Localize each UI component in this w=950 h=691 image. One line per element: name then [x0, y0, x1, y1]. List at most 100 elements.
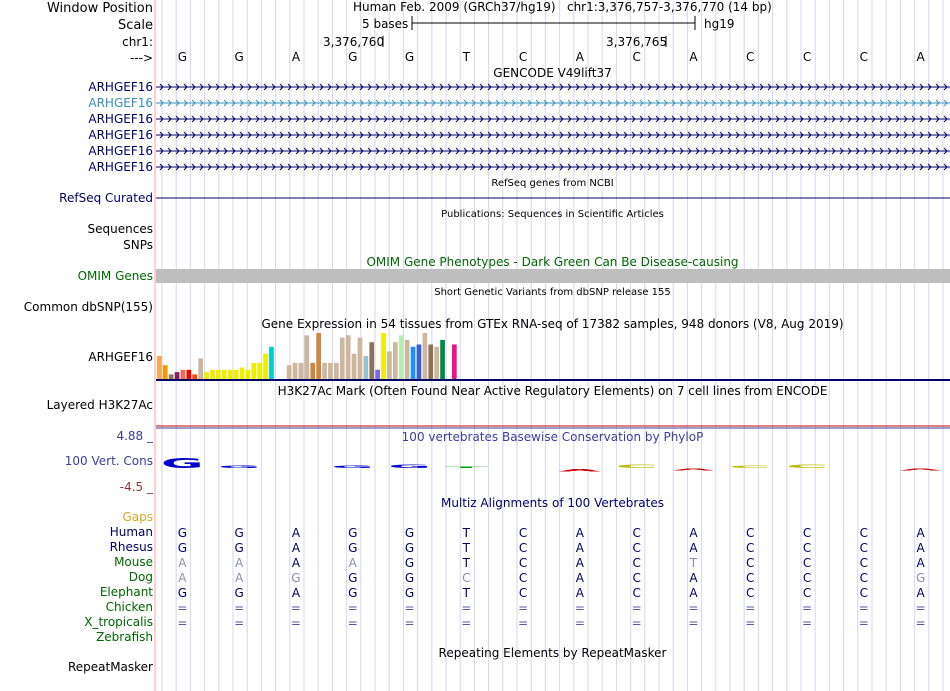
- alignment-base: A: [689, 571, 698, 585]
- gencode-transcript-label[interactable]: ARHGEF16: [88, 80, 153, 94]
- gencode-transcripts[interactable]: [156, 83, 950, 171]
- gtex-bar-chart[interactable]: [157, 333, 457, 379]
- gtex-tissue-bar[interactable]: [269, 346, 274, 379]
- gtex-tissue-bar[interactable]: [322, 362, 327, 379]
- gtex-tissue-bar[interactable]: [328, 362, 333, 379]
- gtex-tissue-bar[interactable]: [393, 342, 398, 379]
- gtex-tissue-bar[interactable]: [162, 365, 168, 379]
- species-label[interactable]: Elephant: [99, 585, 153, 599]
- gtex-tissue-bar[interactable]: [316, 333, 321, 379]
- gtex-tissue-bar[interactable]: [227, 369, 233, 379]
- gtex-label[interactable]: ARHGEF16: [88, 350, 153, 364]
- gencode-transcript[interactable]: [156, 99, 950, 107]
- refseq-label[interactable]: RefSeq Curated: [59, 191, 153, 205]
- gencode-transcript-label[interactable]: ARHGEF16: [88, 160, 153, 174]
- gtex-tissue-bar[interactable]: [245, 369, 251, 379]
- gencode-transcript-label[interactable]: ARHGEF16: [88, 128, 153, 142]
- gtex-tissue-bar[interactable]: [351, 353, 357, 379]
- gtex-tissue-bar[interactable]: [251, 362, 257, 379]
- gtex-tissue-bar[interactable]: [398, 335, 404, 379]
- dbsnp-label[interactable]: Common dbSNP(155): [23, 300, 153, 314]
- gtex-tissue-bar[interactable]: [422, 333, 428, 379]
- species-label[interactable]: Mouse: [114, 555, 153, 569]
- gtex-tissue-bar[interactable]: [192, 374, 198, 379]
- gencode-transcript[interactable]: [156, 83, 950, 91]
- gencode-transcript-label[interactable]: ARHGEF16: [88, 144, 153, 158]
- gencode-transcript[interactable]: [156, 147, 950, 155]
- gtex-tissue-bar[interactable]: [286, 365, 292, 379]
- gtex-tissue-bar[interactable]: [304, 335, 310, 379]
- gtex-tissue-bar[interactable]: [339, 337, 345, 379]
- gtex-tissue-bar[interactable]: [375, 369, 380, 379]
- snps-label[interactable]: SNPs: [123, 238, 153, 252]
- gtex-tissue-bar[interactable]: [233, 369, 239, 379]
- gencode-transcript[interactable]: [156, 131, 950, 139]
- gtex-tissue-bar[interactable]: [198, 358, 203, 379]
- alignment-base: C: [632, 541, 640, 555]
- publications-label[interactable]: Sequences: [87, 222, 153, 236]
- gtex-tissue-bar[interactable]: [363, 356, 369, 379]
- alignment-base: =: [461, 601, 471, 615]
- alignment-base: =: [802, 601, 812, 615]
- gtex-tissue-bar[interactable]: [216, 369, 221, 379]
- gtex-tissue-bar[interactable]: [334, 362, 339, 379]
- gtex-tissue-bar[interactable]: [440, 339, 445, 379]
- species-label[interactable]: Dog: [128, 570, 153, 584]
- conservation-glyph: G: [161, 457, 204, 472]
- gtex-tissue-bar[interactable]: [387, 351, 392, 379]
- gtex-tissue-bar[interactable]: [434, 346, 439, 379]
- omim-label[interactable]: OMIM Genes: [77, 269, 153, 283]
- gtex-tissue-bar[interactable]: [410, 346, 416, 379]
- gtex-tissue-bar[interactable]: [239, 367, 245, 380]
- gtex-tissue-bar[interactable]: [168, 374, 174, 379]
- gtex-tissue-bar[interactable]: [221, 369, 227, 379]
- species-label[interactable]: Chicken: [105, 600, 153, 614]
- gtex-tissue-bar[interactable]: [345, 335, 351, 379]
- omim-gene-bar[interactable]: [156, 269, 950, 283]
- alignment-base: =: [518, 601, 528, 615]
- gtex-tissue-bar[interactable]: [452, 344, 457, 380]
- alignment-base: =: [575, 601, 585, 615]
- species-label[interactable]: X_tropicalis: [84, 615, 153, 629]
- gtex-tissue-bar[interactable]: [381, 333, 386, 379]
- multiz-alignment-rows[interactable]: G G A G G T C A C A C C C AG G A G G T C A C A C C C AA A A A G T C A C T C C…: [177, 526, 925, 630]
- gencode-transcript[interactable]: [156, 163, 950, 171]
- gtex-tissue-bar[interactable]: [210, 369, 215, 379]
- gtex-tissue-bar[interactable]: [416, 344, 422, 380]
- gtex-tissue-bar[interactable]: [186, 369, 192, 379]
- alignment-base: =: [177, 616, 187, 630]
- h3k27ac-label[interactable]: Layered H3K27Ac: [46, 398, 153, 412]
- gtex-tissue-bar[interactable]: [292, 362, 298, 379]
- gtex-tissue-bar[interactable]: [428, 344, 434, 380]
- alignment-base: =: [688, 601, 698, 615]
- alignment-base: A: [916, 541, 925, 555]
- gtex-tissue-bar[interactable]: [174, 372, 180, 379]
- gtex-tissue-bar[interactable]: [310, 362, 316, 379]
- alignment-base: A: [292, 526, 301, 540]
- gtex-tissue-bar[interactable]: [369, 342, 375, 379]
- gencode-transcript-label[interactable]: ARHGEF16: [88, 96, 153, 110]
- gtex-tissue-bar[interactable]: [298, 362, 304, 379]
- species-label[interactable]: Zebrafish: [96, 630, 153, 644]
- repeatmasker-label[interactable]: RepeatMasker: [67, 660, 153, 674]
- gtex-tissue-bar[interactable]: [404, 339, 410, 379]
- gtex-tissue-bar[interactable]: [263, 353, 268, 379]
- gencode-transcript-label[interactable]: ARHGEF16: [88, 112, 153, 126]
- species-label[interactable]: Human: [109, 525, 153, 539]
- base-letter: C: [803, 50, 811, 64]
- base-letter: A: [576, 50, 585, 64]
- gtex-tissue-bar[interactable]: [157, 356, 162, 379]
- gencode-transcript[interactable]: [156, 115, 950, 123]
- cons-label[interactable]: 100 Vert. Cons: [64, 454, 153, 468]
- species-label[interactable]: Rhesus: [109, 540, 153, 554]
- alignment-base: G: [405, 541, 414, 555]
- refseq-title: RefSeq genes from NCBI: [491, 178, 614, 189]
- gtex-tissue-bar[interactable]: [257, 362, 262, 379]
- conservation-glyph: A: [559, 468, 608, 472]
- gtex-tissue-bar[interactable]: [204, 372, 209, 379]
- gtex-tissue-bar[interactable]: [357, 337, 363, 379]
- alignment-base: T: [689, 556, 698, 570]
- gtex-tissue-bar[interactable]: [180, 369, 186, 379]
